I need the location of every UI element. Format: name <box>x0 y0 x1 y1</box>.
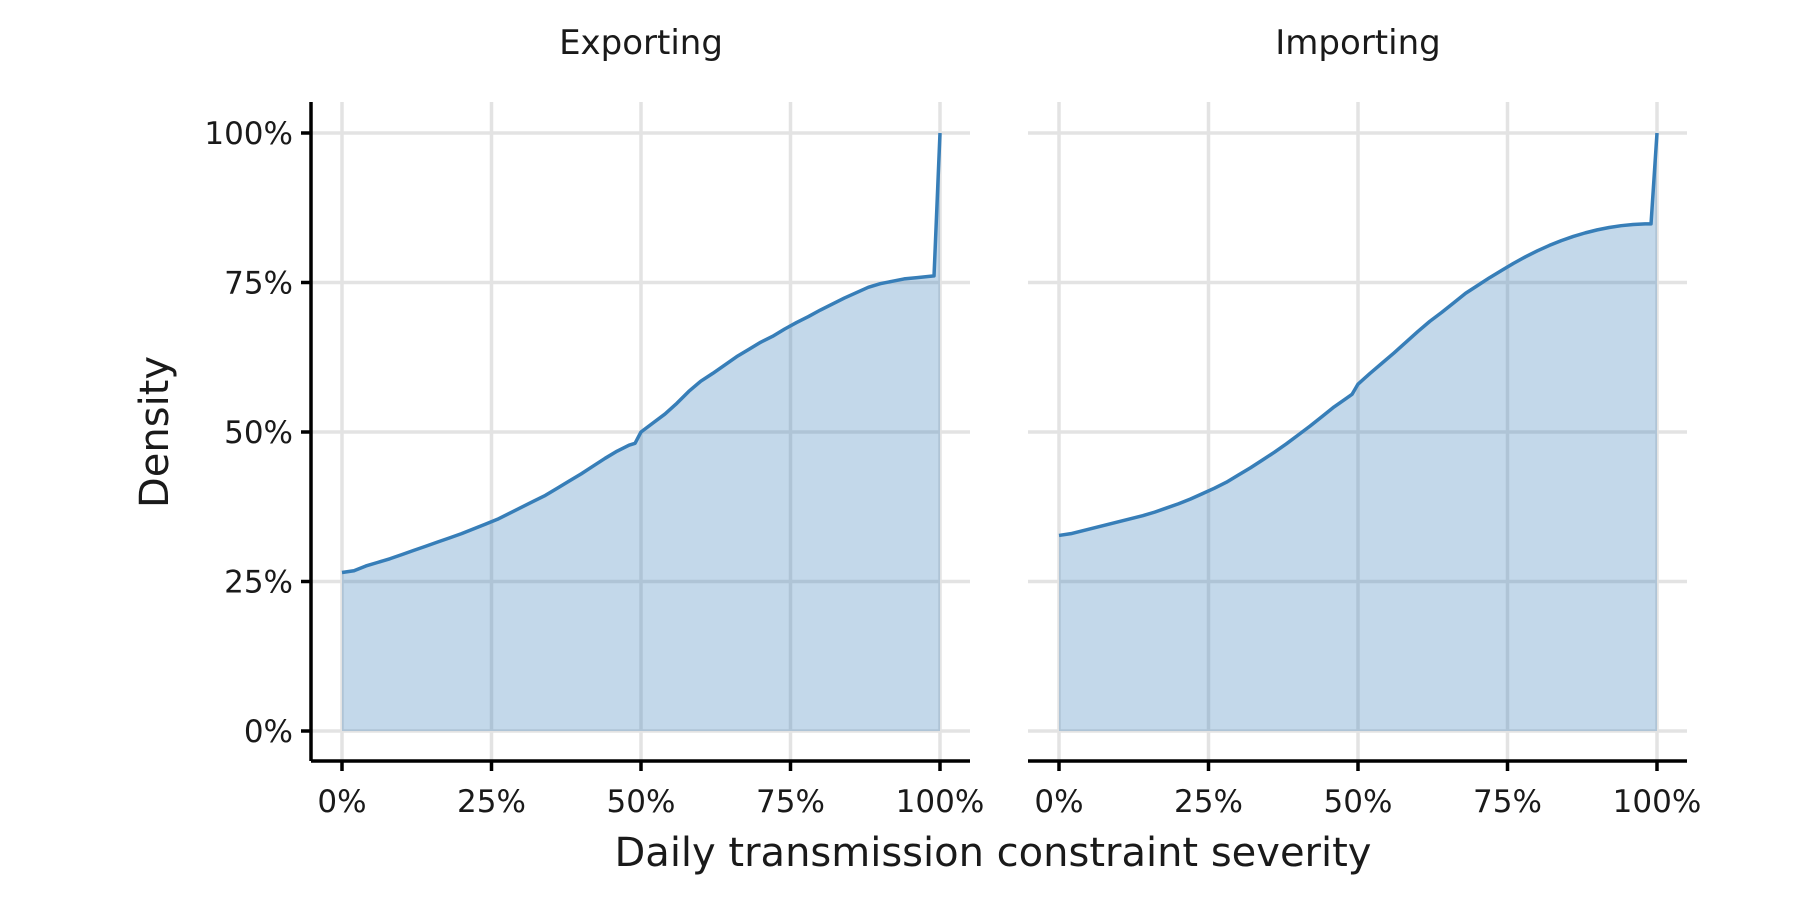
x-tick-label: 0% <box>317 784 366 820</box>
y-axis-title: Density <box>132 356 178 508</box>
x-tick-label: 75% <box>756 784 825 820</box>
density-line <box>1058 132 1659 538</box>
x-tick-label: 50% <box>607 784 676 820</box>
x-tick-label: 25% <box>457 784 526 820</box>
x-axis-title: Daily transmission constraint severity <box>615 830 1372 876</box>
y-tick-label: 75% <box>224 266 293 302</box>
x-tick-label: 100% <box>896 784 985 820</box>
panel-importing: Importing 0% 25% 50% 75% 100% <box>1028 23 1701 820</box>
x-tick-label: 0% <box>1034 784 1083 820</box>
x-tick-label: 100% <box>1613 784 1702 820</box>
density-line <box>341 132 942 575</box>
y-tick-label: 25% <box>224 565 293 601</box>
density-area <box>1059 133 1657 731</box>
panel-exporting: Exporting 0% 25% 50% 75% 100% 0% 25% 50% 75% 100% <box>204 23 984 820</box>
y-tick-label: 100% <box>204 116 293 152</box>
x-tick-label: 50% <box>1324 784 1393 820</box>
facet-title: Importing <box>1275 23 1440 63</box>
x-tick-label: 25% <box>1174 784 1243 820</box>
facet-title: Exporting <box>559 23 723 63</box>
x-tick-label: 75% <box>1473 784 1542 820</box>
y-tick-label: 50% <box>224 415 293 451</box>
y-tick-label: 0% <box>244 714 293 750</box>
